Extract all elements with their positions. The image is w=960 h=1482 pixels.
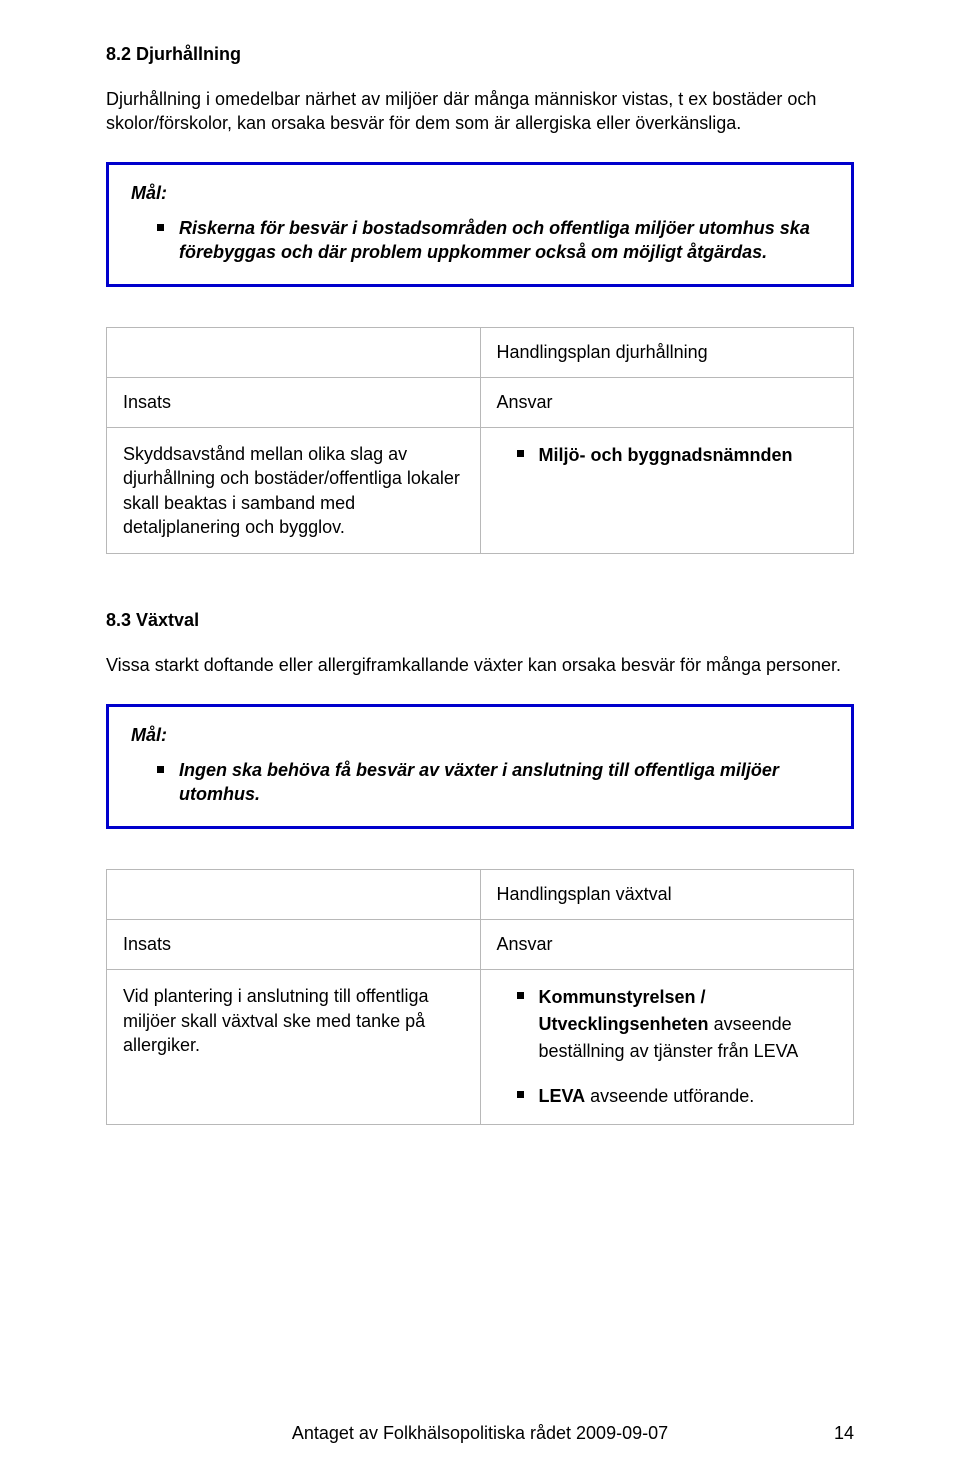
ansvar-item: Kommunstyrelsen / Utvecklingsenheten avs… xyxy=(517,984,838,1065)
section-heading: 8.3 Växtval xyxy=(106,610,854,631)
ansvar-item-rest: avseende utförande. xyxy=(585,1086,754,1106)
table-row: Handlingsplan växtval xyxy=(107,870,854,920)
page-footer: Antaget av Folkhälsopolitiska rådet 2009… xyxy=(0,1423,960,1444)
table-row: Handlingsplan djurhållning xyxy=(107,328,854,378)
goal-list: Riskerna för besvär i bostadsområden och… xyxy=(131,216,829,265)
table-row: Insats Ansvar xyxy=(107,920,854,970)
plan-title-spacer xyxy=(107,870,481,920)
table-row: Skyddsavstånd mellan olika slag av djurh… xyxy=(107,428,854,554)
goal-item: Riskerna för besvär i bostadsområden och… xyxy=(157,216,829,265)
section-paragraph: Djurhållning i omedelbar närhet av miljö… xyxy=(106,87,854,136)
ansvar-cell: Kommunstyrelsen / Utvecklingsenheten avs… xyxy=(480,970,854,1125)
section-heading: 8.2 Djurhållning xyxy=(106,44,854,65)
goal-box: Mål: Ingen ska behöva få besvär av växte… xyxy=(106,704,854,830)
footer-text: Antaget av Folkhälsopolitiska rådet 2009… xyxy=(292,1423,668,1443)
plan-title-spacer xyxy=(107,328,481,378)
goal-label: Mål: xyxy=(131,725,829,746)
ansvar-item-text: Miljö- och byggnadsnämnden xyxy=(539,445,793,465)
col-insats-header: Insats xyxy=(107,920,481,970)
plan-table-vaxtval: Handlingsplan växtval Insats Ansvar Vid … xyxy=(106,869,854,1125)
table-row: Insats Ansvar xyxy=(107,378,854,428)
section-vaxtval: 8.3 Växtval Vissa starkt doftande eller … xyxy=(106,610,854,1125)
insats-cell: Vid plantering i anslutning till offentl… xyxy=(107,970,481,1125)
ansvar-item-bold: LEVA xyxy=(539,1086,586,1106)
insats-cell: Skyddsavstånd mellan olika slag av djurh… xyxy=(107,428,481,554)
ansvar-item-bold: Kommunstyrelsen / Utvecklingsenheten xyxy=(539,987,709,1034)
goal-item: Ingen ska behöva få besvär av växter i a… xyxy=(157,758,829,807)
col-ansvar-header: Ansvar xyxy=(480,920,854,970)
plan-table-djurhallning: Handlingsplan djurhållning Insats Ansvar… xyxy=(106,327,854,554)
ansvar-list: Kommunstyrelsen / Utvecklingsenheten avs… xyxy=(497,984,838,1110)
ansvar-item: Miljö- och byggnadsnämnden xyxy=(517,442,838,469)
section-djurhallning: 8.2 Djurhållning Djurhållning i omedelba… xyxy=(106,44,854,554)
col-insats-header: Insats xyxy=(107,378,481,428)
ansvar-list: Miljö- och byggnadsnämnden xyxy=(497,442,838,469)
ansvar-cell: Miljö- och byggnadsnämnden xyxy=(480,428,854,554)
page-number: 14 xyxy=(834,1423,854,1444)
goal-list: Ingen ska behöva få besvär av växter i a… xyxy=(131,758,829,807)
goal-label: Mål: xyxy=(131,183,829,204)
goal-box: Mål: Riskerna för besvär i bostadsområde… xyxy=(106,162,854,288)
plan-title: Handlingsplan djurhållning xyxy=(480,328,854,378)
table-row: Vid plantering i anslutning till offentl… xyxy=(107,970,854,1125)
section-paragraph: Vissa starkt doftande eller allergiframk… xyxy=(106,653,854,677)
col-ansvar-header: Ansvar xyxy=(480,378,854,428)
ansvar-item: LEVA avseende utförande. xyxy=(517,1083,838,1110)
plan-title: Handlingsplan växtval xyxy=(480,870,854,920)
